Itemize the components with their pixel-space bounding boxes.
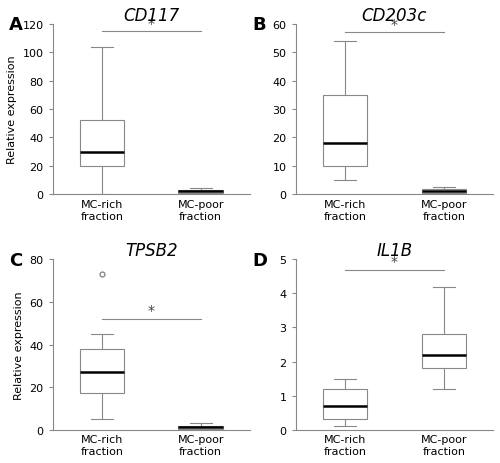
Text: A: A bbox=[9, 16, 23, 34]
Title: CD117: CD117 bbox=[123, 7, 180, 25]
PathPatch shape bbox=[178, 426, 223, 429]
PathPatch shape bbox=[80, 121, 124, 166]
PathPatch shape bbox=[323, 96, 367, 166]
PathPatch shape bbox=[422, 190, 466, 193]
Text: C: C bbox=[9, 251, 22, 269]
Text: *: * bbox=[391, 18, 398, 32]
PathPatch shape bbox=[178, 190, 223, 193]
PathPatch shape bbox=[80, 349, 124, 394]
Y-axis label: Relative expression: Relative expression bbox=[14, 291, 24, 399]
Text: D: D bbox=[252, 251, 268, 269]
Text: *: * bbox=[391, 254, 398, 269]
Title: IL1B: IL1B bbox=[376, 242, 412, 260]
Text: *: * bbox=[148, 17, 155, 31]
PathPatch shape bbox=[323, 389, 367, 419]
Y-axis label: Relative expression: Relative expression bbox=[7, 56, 17, 164]
Title: TPSB2: TPSB2 bbox=[125, 242, 178, 260]
Title: CD203c: CD203c bbox=[362, 7, 427, 25]
PathPatch shape bbox=[422, 335, 466, 369]
Text: *: * bbox=[148, 303, 155, 317]
Text: B: B bbox=[252, 16, 266, 34]
